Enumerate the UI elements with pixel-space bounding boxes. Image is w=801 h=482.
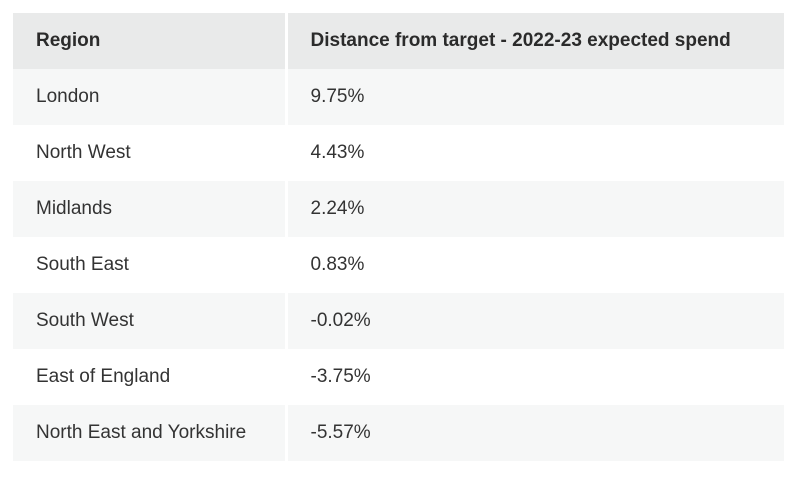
value-cell: 9.75% <box>284 69 784 125</box>
region-cell: South East <box>13 237 286 293</box>
value-cell: -3.75% <box>284 349 784 405</box>
value-cell: 2.24% <box>284 181 784 237</box>
region-cell: South West <box>13 293 286 349</box>
region-cell: North East and Yorkshire <box>13 405 286 461</box>
region-cell: East of England <box>13 349 286 405</box>
value-cell: -5.57% <box>284 405 784 461</box>
table-row: Midlands 2.24% <box>13 181 784 237</box>
value-cell: 4.43% <box>284 125 784 181</box>
table-row: North West 4.43% <box>13 125 784 181</box>
table-row: South East 0.83% <box>13 237 784 293</box>
data-table-container: Region Distance from target - 2022-23 ex… <box>13 13 784 461</box>
table-row: London 9.75% <box>13 69 784 125</box>
value-cell: 0.83% <box>284 237 784 293</box>
header-distance-from-target: Distance from target - 2022-23 expected … <box>284 13 784 69</box>
table-row: South West -0.02% <box>13 293 784 349</box>
distance-from-target-table: Region Distance from target - 2022-23 ex… <box>13 13 784 461</box>
table-row: East of England -3.75% <box>13 349 784 405</box>
table-header-row: Region Distance from target - 2022-23 ex… <box>13 13 784 69</box>
header-region: Region <box>13 13 286 69</box>
value-cell: -0.02% <box>284 293 784 349</box>
table-row: North East and Yorkshire -5.57% <box>13 405 784 461</box>
region-cell: Midlands <box>13 181 286 237</box>
region-cell: North West <box>13 125 286 181</box>
region-cell: London <box>13 69 286 125</box>
